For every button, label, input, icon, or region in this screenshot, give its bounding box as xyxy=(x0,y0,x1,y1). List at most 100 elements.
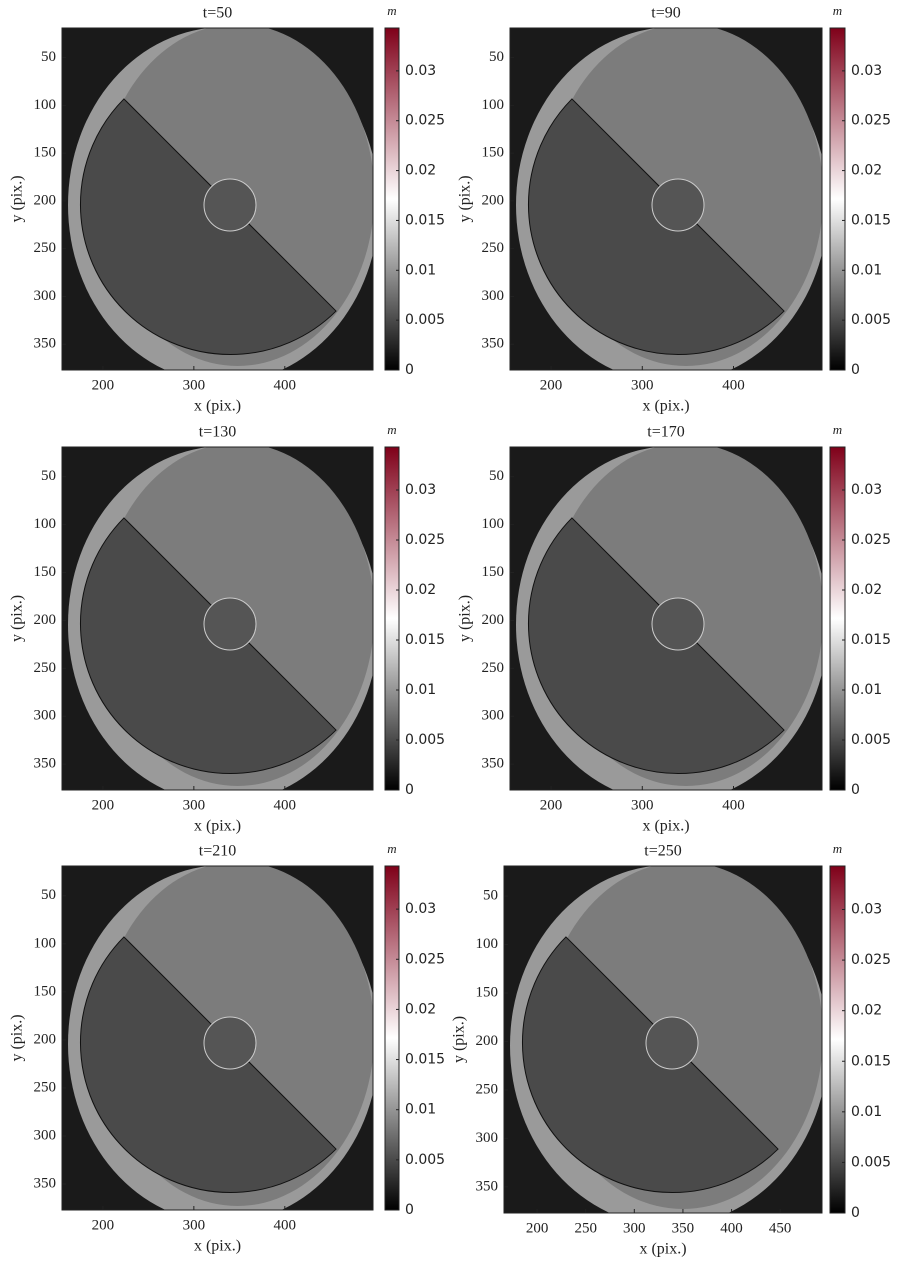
y-tick-label: 100 xyxy=(34,935,57,951)
panel-title: t=250 xyxy=(644,843,681,860)
panel-title: t=170 xyxy=(647,424,684,441)
colorbar-tick-label: 0.03 xyxy=(851,63,882,79)
panel-title: t=90 xyxy=(651,5,680,22)
y-tick-label: 200 xyxy=(34,192,57,208)
colorbar-label: m xyxy=(833,841,842,856)
axes-frame xyxy=(61,446,374,791)
colorbar-tick-label: 0.03 xyxy=(405,482,436,498)
x-tick-label: 400 xyxy=(720,1220,743,1236)
y-tick-label: 250 xyxy=(34,1079,57,1095)
y-axis-label: y (pix.) xyxy=(9,1014,26,1061)
colorbar-tick-label: 0.025 xyxy=(851,532,891,548)
colorbar-tick-label: 0.015 xyxy=(851,632,891,648)
x-axis-label: x (pix.) xyxy=(639,1241,686,1258)
y-tick-label: 50 xyxy=(41,468,56,484)
mesh-region xyxy=(79,98,337,356)
y-tick-label: 200 xyxy=(34,612,57,628)
x-axis-label: x (pix.) xyxy=(194,818,241,835)
y-tick-label: 300 xyxy=(482,288,505,304)
colorbar-tick-label: 0.005 xyxy=(405,732,445,748)
x-tick-label: 300 xyxy=(631,377,654,393)
colorbar-tick-label: 0.025 xyxy=(851,952,891,968)
y-tick-label: 350 xyxy=(34,1175,57,1191)
x-tick-label: 400 xyxy=(274,1217,297,1233)
panel-title: t=210 xyxy=(199,843,236,860)
y-axis-label: y (pix.) xyxy=(9,175,26,222)
y-tick-label: 300 xyxy=(34,288,57,304)
y-tick-label: 50 xyxy=(41,887,56,903)
colorbar-tick-label: 0.01 xyxy=(851,262,882,278)
x-axis-label: x (pix.) xyxy=(642,398,689,415)
panel-title: t=50 xyxy=(203,5,232,22)
colorbar-label: m xyxy=(387,841,396,856)
image xyxy=(62,28,373,370)
colorbar-tick-label: 0.005 xyxy=(405,312,445,328)
y-tick-label: 200 xyxy=(476,1033,499,1049)
x-tick-label: 200 xyxy=(526,1220,549,1236)
colorbar-tick-label: 0.02 xyxy=(405,163,436,179)
panel-title: t=130 xyxy=(199,424,236,441)
mesh-region xyxy=(527,517,785,775)
y-tick-label: 50 xyxy=(489,468,504,484)
y-tick-label: 150 xyxy=(34,564,57,580)
y-tick-label: 350 xyxy=(34,756,57,772)
y-tick-label: 250 xyxy=(34,660,57,676)
y-tick-label: 350 xyxy=(482,756,505,772)
colorbar-tick-label: 0.03 xyxy=(405,901,436,917)
colorbar-tick-label: 0.025 xyxy=(851,113,891,129)
colorbar-tick-label: 0.03 xyxy=(405,63,436,79)
x-axis-label: x (pix.) xyxy=(194,398,241,415)
colorbar-tick-label: 0 xyxy=(405,1202,414,1218)
colorbar xyxy=(829,27,846,371)
colorbar-tick-label: 0.015 xyxy=(405,632,445,648)
impactor xyxy=(203,1016,257,1070)
x-tick-label: 200 xyxy=(92,377,115,393)
y-tick-label: 100 xyxy=(482,97,505,113)
colorbar-tick-label: 0.025 xyxy=(405,532,445,548)
image xyxy=(510,447,822,790)
y-tick-label: 300 xyxy=(34,708,57,724)
y-tick-label: 150 xyxy=(476,984,499,1000)
y-tick-label: 100 xyxy=(476,936,499,952)
colorbar-tick-label: 0.005 xyxy=(405,1152,445,1168)
y-tick-label: 350 xyxy=(482,336,505,352)
colorbar-label: m xyxy=(387,3,396,18)
x-tick-label: 350 xyxy=(672,1220,695,1236)
x-tick-label: 400 xyxy=(722,377,745,393)
colorbar-tick-label: 0 xyxy=(851,1205,860,1221)
y-tick-label: 50 xyxy=(489,49,504,65)
colorbar-label: m xyxy=(387,422,396,437)
x-tick-label: 300 xyxy=(183,797,206,813)
colorbar-tick-label: 0.015 xyxy=(405,212,445,228)
x-tick-label: 200 xyxy=(540,377,563,393)
axes-frame xyxy=(61,27,374,371)
impactor xyxy=(203,178,257,232)
y-tick-label: 150 xyxy=(482,145,505,161)
x-tick-label: 400 xyxy=(274,797,297,813)
y-tick-label: 50 xyxy=(483,887,498,903)
y-axis-label: y (pix.) xyxy=(9,595,26,642)
colorbar-tick-label: 0.01 xyxy=(851,1104,882,1120)
colorbar-label: m xyxy=(833,422,842,437)
colorbar-tick-label: 0.01 xyxy=(405,262,436,278)
colorbar-tick-label: 0.03 xyxy=(851,902,882,918)
colorbar-tick-label: 0.015 xyxy=(405,1052,445,1068)
image xyxy=(504,866,822,1213)
image xyxy=(510,28,822,370)
x-tick-label: 400 xyxy=(722,797,745,813)
colorbar-tick-label: 0.02 xyxy=(851,582,882,598)
colorbar-tick-label: 0.005 xyxy=(851,732,891,748)
colorbar-tick-label: 0.025 xyxy=(405,113,445,129)
mesh-region xyxy=(79,517,337,775)
impactor xyxy=(651,597,705,651)
colorbar-tick-label: 0.02 xyxy=(405,582,436,598)
y-axis-label: y (pix.) xyxy=(451,1016,468,1063)
y-tick-label: 150 xyxy=(34,145,57,161)
colorbar-tick-label: 0.02 xyxy=(405,1001,436,1017)
y-tick-label: 350 xyxy=(34,336,57,352)
colorbar-tick-label: 0.005 xyxy=(851,312,891,328)
y-tick-label: 250 xyxy=(476,1081,499,1097)
image xyxy=(62,447,373,790)
y-tick-label: 150 xyxy=(34,983,57,999)
colorbar xyxy=(829,446,846,791)
